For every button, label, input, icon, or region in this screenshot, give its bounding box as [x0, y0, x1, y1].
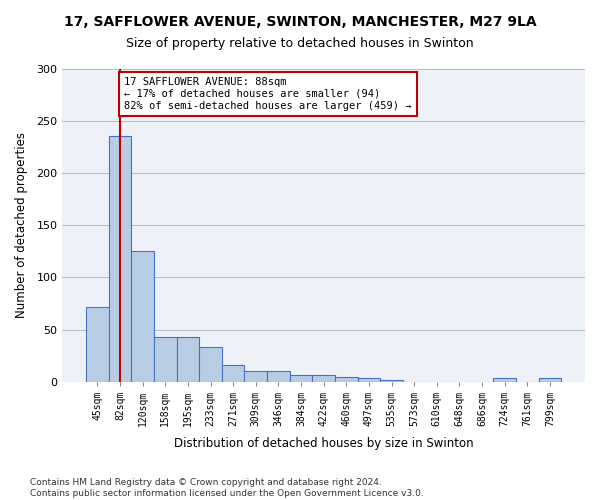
X-axis label: Distribution of detached houses by size in Swinton: Distribution of detached houses by size …: [174, 437, 473, 450]
Bar: [199, 347, 222, 382]
Y-axis label: Number of detached properties: Number of detached properties: [15, 132, 28, 318]
Bar: [86, 306, 109, 382]
Text: 17 SAFFLOWER AVENUE: 88sqm
← 17% of detached houses are smaller (94)
82% of semi: 17 SAFFLOWER AVENUE: 88sqm ← 17% of deta…: [124, 78, 412, 110]
Text: Size of property relative to detached houses in Swinton: Size of property relative to detached ho…: [126, 38, 474, 51]
Bar: [154, 337, 176, 382]
Bar: [267, 371, 290, 382]
Bar: [313, 376, 335, 382]
Bar: [290, 376, 313, 382]
Bar: [335, 378, 358, 382]
Bar: [222, 365, 244, 382]
Text: Contains HM Land Registry data © Crown copyright and database right 2024.
Contai: Contains HM Land Registry data © Crown c…: [30, 478, 424, 498]
Bar: [380, 380, 403, 382]
Bar: [358, 378, 380, 382]
Bar: [109, 136, 131, 382]
Bar: [131, 252, 154, 382]
Bar: [539, 378, 561, 382]
Bar: [244, 371, 267, 382]
Text: 17, SAFFLOWER AVENUE, SWINTON, MANCHESTER, M27 9LA: 17, SAFFLOWER AVENUE, SWINTON, MANCHESTE…: [64, 15, 536, 29]
Bar: [493, 378, 516, 382]
Bar: [176, 337, 199, 382]
